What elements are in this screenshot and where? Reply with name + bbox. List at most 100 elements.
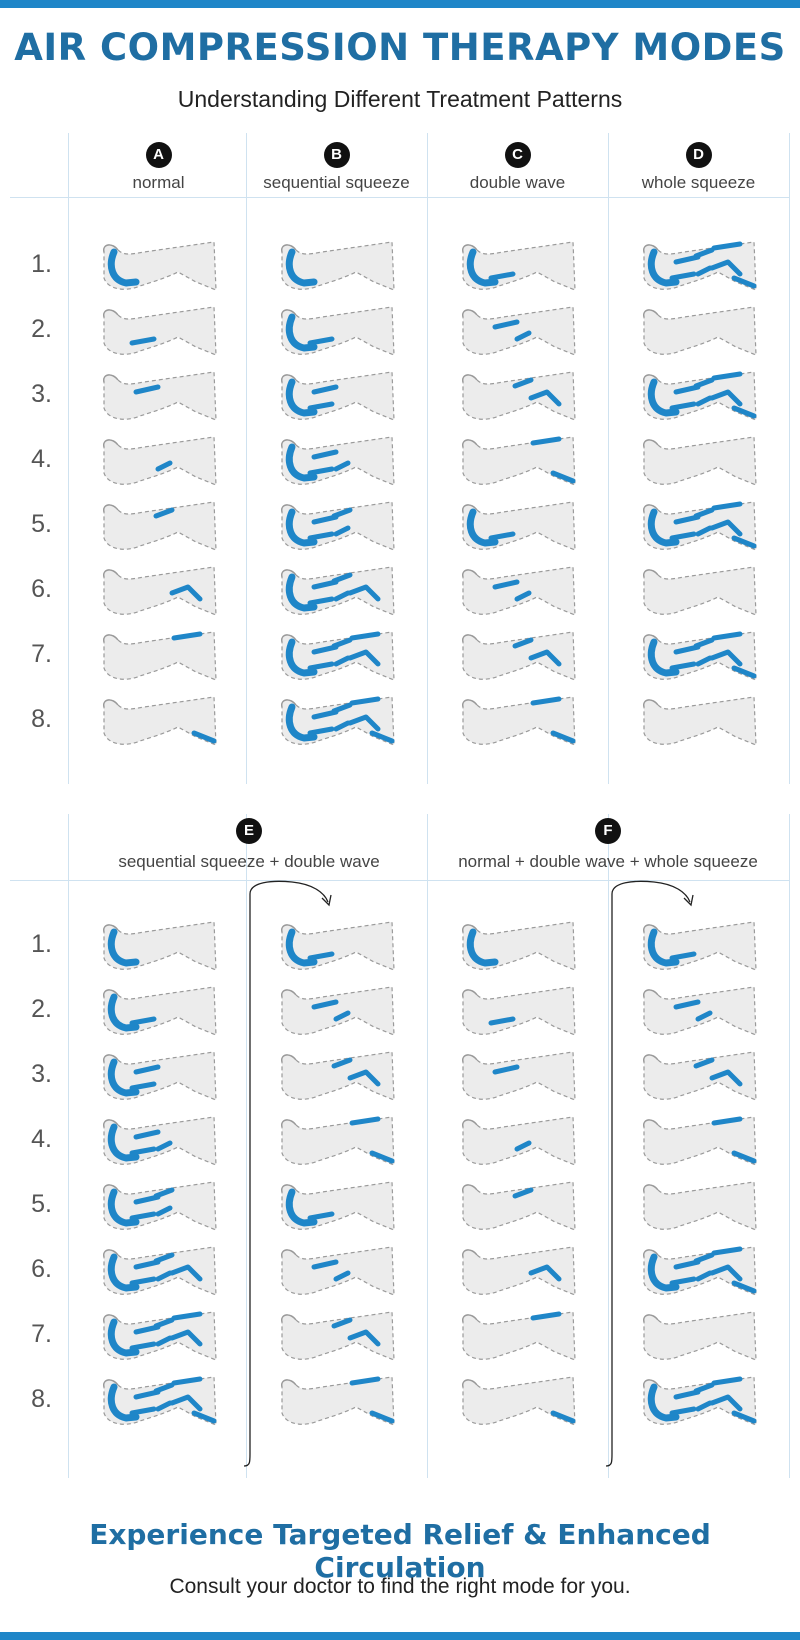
active-chamber-7 (349, 1116, 381, 1126)
active-chamber-6 (709, 1264, 743, 1282)
active-chamber-1 (285, 928, 318, 967)
active-chamber-4 (333, 460, 351, 472)
leg-diagram (274, 563, 399, 619)
top-vline-4 (789, 133, 790, 784)
active-chamber-4 (333, 1270, 351, 1282)
active-chamber-5 (331, 1317, 353, 1329)
active-chamber-2 (129, 1276, 157, 1286)
active-chamber-4 (514, 330, 532, 342)
active-chamber-4 (695, 1400, 713, 1412)
active-chamber-8 (369, 730, 395, 744)
active-chamber-1 (647, 508, 680, 547)
active-chamber-7 (711, 1116, 743, 1126)
top-vline-3 (608, 133, 609, 784)
leg-diagram (455, 1243, 580, 1299)
active-chamber-1 (647, 248, 680, 287)
leg-diagram (636, 1243, 761, 1299)
active-chamber-2 (669, 401, 697, 411)
leg-diagram (274, 303, 399, 359)
active-chamber-7 (171, 631, 203, 641)
leg-diagram (96, 238, 221, 294)
active-chamber-4 (155, 1270, 173, 1282)
active-chamber-7 (711, 371, 743, 381)
active-chamber-1 (647, 638, 680, 677)
top-row-label-1: 1. (31, 250, 52, 278)
bottom-row-label-2: 2. (31, 995, 52, 1023)
active-chamber-6 (528, 1264, 562, 1282)
leg-diagram (274, 693, 399, 749)
active-chamber-1 (647, 1383, 680, 1422)
leg-diagram (274, 368, 399, 424)
active-chamber-5 (331, 702, 353, 714)
active-chamber-1 (107, 928, 140, 967)
active-chamber-1 (285, 378, 318, 417)
bottom-vline-1 (246, 814, 247, 1478)
active-chamber-1 (285, 573, 318, 612)
active-chamber-2 (488, 1016, 516, 1026)
leg-diagram (96, 1178, 221, 1234)
active-chamber-2 (307, 531, 335, 541)
active-chamber-3 (311, 1259, 339, 1270)
active-chamber-6 (528, 389, 562, 407)
active-chamber-6 (528, 649, 562, 667)
leg-diagram (274, 983, 399, 1039)
active-chamber-7 (171, 1311, 203, 1321)
active-chamber-5 (693, 507, 715, 519)
leg-diagram (636, 693, 761, 749)
active-chamber-1 (647, 928, 680, 967)
active-chamber-2 (669, 951, 697, 961)
active-chamber-2 (129, 336, 157, 346)
active-chamber-4 (333, 590, 351, 602)
active-chamber-6 (347, 1329, 381, 1347)
leg-diagram (455, 1113, 580, 1169)
leg-diagram (455, 1308, 580, 1364)
bottom-row-label-6: 6. (31, 1255, 52, 1283)
active-chamber-4 (333, 525, 351, 537)
active-chamber-3 (311, 449, 339, 460)
active-chamber-6 (169, 1264, 203, 1282)
leg-diagram (96, 693, 221, 749)
leg-diagram (636, 303, 761, 359)
leg-diagram (455, 433, 580, 489)
active-chamber-1 (285, 313, 318, 352)
leg-diagram (96, 563, 221, 619)
active-chamber-2 (129, 1081, 157, 1091)
active-chamber-1 (107, 1058, 140, 1097)
active-chamber-8 (731, 665, 757, 679)
active-chamber-7 (711, 631, 743, 641)
leg-diagram (455, 303, 580, 359)
bottom-vline-0 (68, 814, 69, 1478)
active-chamber-3 (492, 579, 520, 590)
active-chamber-4 (514, 590, 532, 602)
leg-diagram (96, 1113, 221, 1169)
active-chamber-4 (155, 1400, 173, 1412)
active-chamber-1 (285, 248, 318, 287)
mode-badge-d: D (685, 142, 712, 168)
leg-diagram (455, 1373, 580, 1429)
active-chamber-5 (693, 1057, 715, 1069)
active-chamber-5 (693, 1252, 715, 1264)
bottom-row-label-1: 1. (31, 930, 52, 958)
active-chamber-8 (191, 1410, 217, 1424)
leg-diagram (274, 433, 399, 489)
active-chamber-2 (307, 726, 335, 736)
mode-badge-b: B (323, 142, 350, 168)
active-chamber-1 (285, 443, 318, 482)
leg-diagram (455, 918, 580, 974)
active-chamber-1 (466, 508, 499, 547)
active-chamber-4 (695, 525, 713, 537)
active-chamber-5 (693, 637, 715, 649)
active-chamber-1 (107, 1123, 140, 1162)
active-chamber-1 (107, 1188, 140, 1227)
active-chamber-8 (731, 1410, 757, 1424)
active-chamber-2 (669, 1406, 697, 1416)
active-chamber-4 (695, 395, 713, 407)
active-chamber-2 (488, 271, 516, 281)
top-row-label-7: 7. (31, 640, 52, 668)
leg-diagram (274, 1048, 399, 1104)
active-chamber-2 (129, 1341, 157, 1351)
mode-label-e: sequential squeeze + double wave (118, 852, 380, 871)
top-header-divider (10, 197, 790, 198)
active-chamber-3 (311, 999, 339, 1010)
